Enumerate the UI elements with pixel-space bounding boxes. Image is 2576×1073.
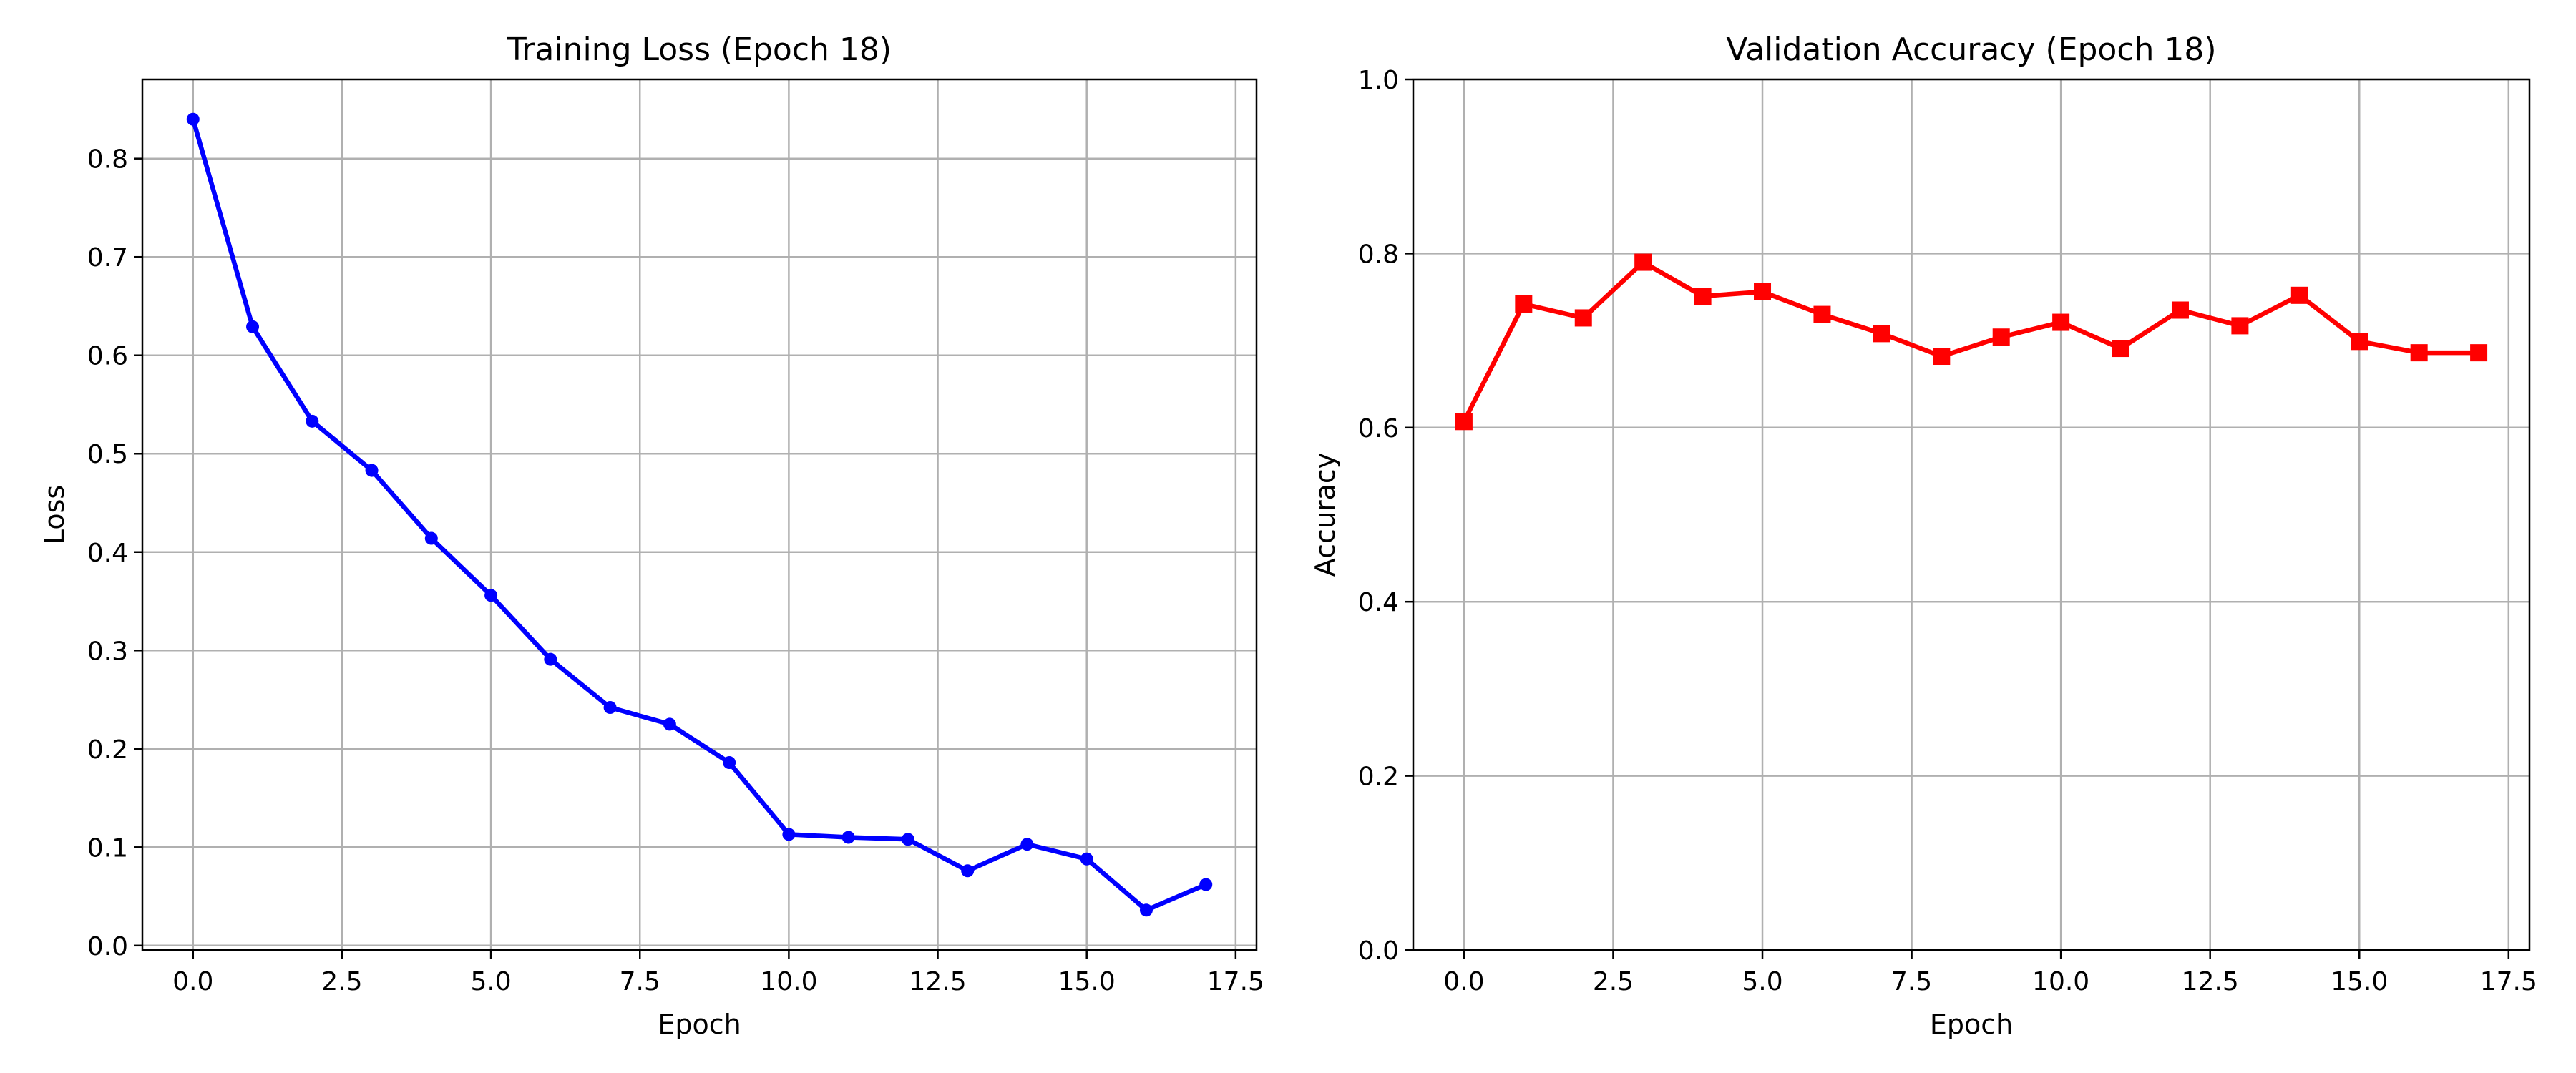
y-tick-label: 0.5 — [87, 440, 128, 469]
x-tick-label: 12.5 — [2182, 967, 2239, 996]
plot-area — [1413, 79, 2529, 950]
data-point — [2351, 333, 2368, 351]
data-point — [1199, 878, 1213, 891]
axes-frame — [141, 78, 1258, 951]
series-layer — [1455, 253, 2488, 431]
data-point — [901, 833, 914, 846]
data-point — [1933, 348, 1951, 366]
data-point — [1754, 283, 1772, 300]
y-tick-label: 0.4 — [1358, 588, 1399, 617]
data-point — [424, 531, 438, 545]
data-point — [2290, 286, 2308, 304]
x-tick-label: 7.5 — [620, 967, 660, 996]
y-tick-label: 0.7 — [87, 243, 128, 273]
data-point — [782, 828, 796, 841]
x-tick-label: 15.0 — [2331, 967, 2388, 996]
x-tick-label: 15.0 — [1058, 967, 1116, 996]
x-axis-label: Epoch — [658, 1009, 741, 1040]
axes-frame — [1412, 78, 2531, 951]
y-tick-label: 0.2 — [87, 735, 128, 765]
data-point — [186, 112, 200, 126]
data-point — [484, 589, 498, 602]
data-point — [1873, 325, 1890, 343]
x-tick-label: 2.5 — [321, 967, 362, 996]
grid-lines — [142, 79, 1257, 950]
data-point — [1139, 903, 1153, 917]
series-line — [1462, 260, 2479, 423]
data-point — [2231, 317, 2249, 335]
x-tick-label: 5.0 — [470, 967, 511, 996]
data-point — [1515, 295, 1533, 313]
y-tick-label: 0.8 — [87, 145, 128, 175]
y-tick-label: 0.1 — [87, 833, 128, 863]
validation-accuracy-panel: 0.0 2.5 5.0 7.5 10.0 12.5 15.0 17.5 0.00.20.40.… — [1309, 31, 2537, 1040]
y-tick-label: 0.0 — [1358, 936, 1399, 966]
data-point — [841, 831, 855, 844]
y-tick-label: 0.2 — [1358, 763, 1399, 792]
plot-area — [142, 79, 1257, 950]
x-tick-label: 17.5 — [2480, 967, 2537, 996]
y-axis-ticks: 0.0 0.2 0.4 0.6 0.8 1.0 — [1358, 66, 1413, 966]
data-point — [2171, 301, 2189, 319]
x-axis-ticks: 0.0 2.5 5.0 7.5 10.0 12.5 15.0 17.5 — [1443, 950, 2537, 996]
data-point — [603, 701, 617, 715]
y-axis-label: Loss — [39, 485, 70, 544]
chart-title: Training Loss (Epoch 18) — [507, 31, 892, 68]
data-point — [1694, 288, 1712, 305]
y-tick-label: 0.0 — [87, 932, 128, 961]
data-point — [246, 320, 260, 333]
y-tick-label: 1.0 — [1358, 66, 1399, 95]
x-tick-label: 17.5 — [1207, 967, 1264, 996]
data-point — [663, 717, 676, 731]
data-point — [1080, 852, 1093, 866]
x-tick-label: 10.0 — [2032, 967, 2089, 996]
y-axis-label: Accuracy — [1309, 453, 1341, 577]
data-point — [365, 464, 379, 477]
data-point — [544, 652, 557, 666]
y-axis-ticks: 0.0 0.1 0.2 0.3 0.4 0.5 0.6 0.7 0.8 — [87, 145, 142, 961]
data-point — [1992, 328, 2010, 346]
chart-title: Validation Accuracy (Epoch 18) — [1726, 31, 2216, 68]
x-tick-label: 0.0 — [1443, 967, 1484, 996]
series-line — [190, 118, 1207, 913]
x-axis-label: Epoch — [1930, 1009, 2013, 1040]
training-loss-panel: 0.0 2.5 5.0 7.5 10.0 12.5 15.0 17.5 0.00.10.20.… — [39, 31, 1264, 1040]
data-point — [2112, 340, 2129, 358]
y-tick-label: 0.6 — [87, 342, 128, 371]
x-axis-ticks: 0.0 2.5 5.0 7.5 10.0 12.5 15.0 17.5 — [172, 950, 1264, 996]
data-point — [1634, 253, 1652, 271]
x-tick-label: 5.0 — [1742, 967, 1782, 996]
x-tick-label: 7.5 — [1891, 967, 1932, 996]
y-tick-label: 0.6 — [1358, 414, 1399, 444]
y-tick-label: 0.8 — [1358, 240, 1399, 269]
data-point — [2052, 313, 2070, 331]
data-point — [306, 414, 319, 428]
y-tick-label: 0.3 — [87, 637, 128, 666]
data-point — [2410, 344, 2428, 362]
data-point — [723, 756, 736, 770]
data-point — [1574, 309, 1592, 327]
data-point — [1455, 413, 1473, 431]
data-point — [1020, 838, 1034, 851]
data-point — [961, 864, 975, 878]
data-point — [2470, 344, 2488, 362]
data-point — [1813, 305, 1831, 323]
x-tick-label: 2.5 — [1593, 967, 1634, 996]
y-tick-label: 0.4 — [87, 539, 128, 568]
series-layer — [186, 112, 1213, 917]
x-tick-label: 10.0 — [760, 967, 817, 996]
x-tick-label: 0.0 — [172, 967, 213, 996]
x-tick-label: 12.5 — [909, 967, 966, 996]
